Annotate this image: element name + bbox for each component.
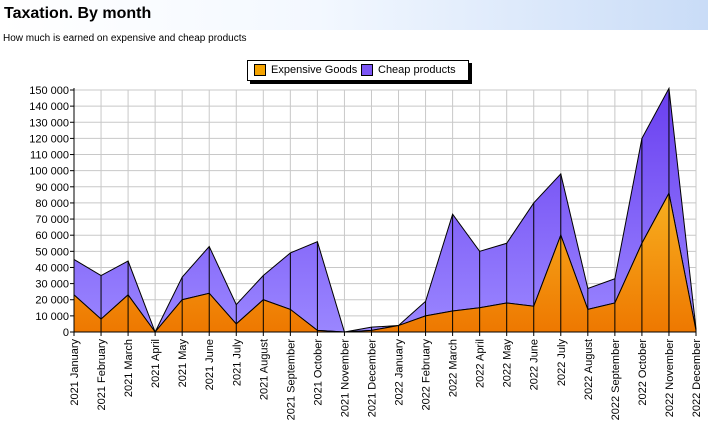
x-tick-label: 2021 December bbox=[366, 339, 378, 418]
y-tick-label: 70 000 bbox=[35, 214, 69, 226]
y-tick-label: 110 000 bbox=[30, 150, 69, 162]
x-tick-label: 2022 September bbox=[610, 339, 622, 421]
x-tick-label: 2022 February bbox=[421, 339, 433, 411]
x-tick-label: 2021 October bbox=[312, 339, 324, 406]
y-tick-label: 80 000 bbox=[35, 198, 69, 210]
x-tick-label: 2022 April bbox=[475, 339, 487, 388]
x-tick-label: 2021 March bbox=[123, 339, 135, 397]
legend-label-expensive: Expensive Goods bbox=[271, 64, 358, 76]
legend-swatch-expensive bbox=[254, 64, 266, 76]
x-tick-label: 2021 June bbox=[204, 339, 216, 390]
x-tick-label: 2022 October bbox=[637, 339, 649, 406]
y-tick-label: 30 000 bbox=[35, 279, 69, 291]
y-tick-label: 60 000 bbox=[35, 230, 69, 242]
x-tick-label: 2022 May bbox=[502, 339, 514, 388]
y-tick-label: 50 000 bbox=[35, 246, 69, 258]
x-tick-label: 2022 August bbox=[583, 339, 595, 400]
y-tick-label: 20 000 bbox=[35, 295, 69, 307]
legend-label-cheap: Cheap products bbox=[378, 64, 456, 76]
y-tick-label: 10 000 bbox=[35, 311, 69, 323]
y-tick-label: 120 000 bbox=[29, 133, 69, 145]
x-tick-label: 2022 December bbox=[691, 339, 703, 418]
legend: Expensive Goods Cheap products bbox=[247, 60, 469, 81]
legend-swatch-cheap bbox=[361, 64, 373, 76]
legend-item-expensive: Expensive Goods bbox=[254, 64, 357, 76]
x-tick-label: 2022 July bbox=[556, 339, 568, 387]
series-area-cheap-products bbox=[73, 86, 697, 334]
y-tick-label: 150 000 bbox=[29, 85, 69, 97]
x-tick-label: 2022 November bbox=[664, 339, 676, 418]
x-tick-label: 2021 January bbox=[69, 339, 81, 406]
chart-subtitle: How much is earned on expensive and chea… bbox=[3, 33, 247, 44]
x-tick-label: 2021 July bbox=[231, 339, 243, 387]
y-tick-label: 90 000 bbox=[35, 182, 69, 194]
y-tick-label: 130 000 bbox=[29, 117, 69, 129]
y-tick-label: 140 000 bbox=[29, 101, 69, 113]
x-tick-label: 2021 May bbox=[177, 339, 189, 388]
chart-title: Taxation. By month bbox=[4, 5, 152, 22]
x-tick-label: 2021 February bbox=[96, 339, 108, 411]
title-bar: Taxation. By month bbox=[0, 0, 708, 30]
x-tick-label: 2021 September bbox=[285, 339, 297, 421]
legend-item-cheap: Cheap products bbox=[361, 64, 456, 76]
y-tick-label: 40 000 bbox=[35, 262, 69, 274]
x-tick-label: 2021 April bbox=[150, 339, 162, 388]
x-tick-label: 2021 November bbox=[339, 339, 351, 418]
x-tick-label: 2022 June bbox=[529, 339, 541, 390]
x-tick-label: 2022 January bbox=[394, 339, 406, 406]
y-tick-label: 100 000 bbox=[29, 166, 69, 178]
x-tick-label: 2021 August bbox=[258, 339, 270, 400]
y-tick-label: 0 bbox=[63, 327, 69, 339]
x-tick-label: 2022 March bbox=[448, 339, 460, 397]
